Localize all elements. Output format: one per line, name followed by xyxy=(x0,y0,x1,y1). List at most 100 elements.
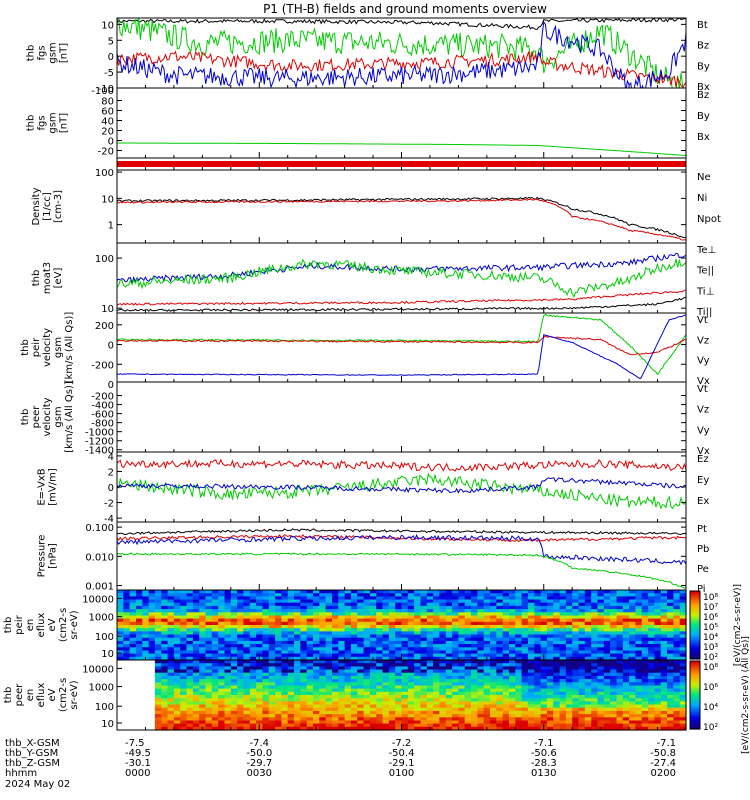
heatmap-cell xyxy=(173,653,181,658)
colorbar-cell xyxy=(690,623,700,626)
heatmap-cell xyxy=(515,637,523,642)
heatmap-cell xyxy=(199,612,207,617)
heatmap-cell xyxy=(243,637,251,642)
heatmap-cell xyxy=(673,653,681,658)
y-axis-label-line: [cm-3] xyxy=(53,190,64,223)
heatmap-cell xyxy=(388,631,396,636)
heatmap-cell xyxy=(306,621,314,626)
heatmap-cell xyxy=(363,688,371,693)
heatmap-cell xyxy=(559,637,567,642)
heatmap-cell xyxy=(496,605,504,610)
heatmap-cell xyxy=(426,660,434,664)
heatmap-cell xyxy=(281,625,289,629)
heatmap-cell xyxy=(306,701,314,706)
heatmap-cell xyxy=(173,650,181,655)
heatmap-cell xyxy=(654,666,662,671)
heatmap-cell xyxy=(350,726,358,731)
heatmap-cell xyxy=(445,612,453,617)
heatmap-cell xyxy=(648,723,655,728)
heatmap-cell xyxy=(357,672,365,677)
heatmap-cell xyxy=(186,618,194,623)
heatmap-cell xyxy=(180,640,188,645)
heatmap-cell xyxy=(294,653,301,658)
heatmap-cell xyxy=(565,599,573,604)
heatmap-cell xyxy=(148,653,156,658)
heatmap-cell xyxy=(521,698,529,702)
heatmap-cell xyxy=(281,666,289,671)
heatmap-cell xyxy=(161,650,169,655)
heatmap-cell xyxy=(199,672,207,677)
heatmap-cell xyxy=(648,650,655,655)
heatmap-cell xyxy=(313,679,320,683)
heatmap-cell xyxy=(281,612,289,617)
heatmap-cell xyxy=(521,663,529,667)
heatmap-cell xyxy=(224,704,232,709)
heatmap-cell xyxy=(376,666,384,671)
heatmap-cell xyxy=(565,656,573,661)
heatmap-cell xyxy=(319,685,327,690)
heatmap-cell xyxy=(249,669,257,674)
heatmap-cell xyxy=(363,653,371,658)
heatmap-cell xyxy=(148,647,156,652)
heatmap-cell xyxy=(509,726,516,731)
heatmap-cell xyxy=(142,650,150,655)
heatmap-cell xyxy=(521,714,529,718)
heatmap-cell xyxy=(629,596,636,601)
heatmap-cell xyxy=(363,618,371,623)
heatmap-cell xyxy=(249,593,257,597)
heatmap-cell xyxy=(256,691,263,696)
heatmap-cell xyxy=(388,698,396,702)
heatmap-cell xyxy=(243,710,251,715)
heatmap-cell xyxy=(515,596,523,601)
heatmap-cell xyxy=(230,656,238,661)
heatmap-cell xyxy=(313,714,320,718)
heatmap-cell xyxy=(350,609,358,613)
heatmap-cell xyxy=(154,634,162,639)
heatmap-cell xyxy=(268,660,276,664)
heatmap-cell xyxy=(199,618,207,623)
heatmap-cell xyxy=(445,666,453,671)
heatmap-cell xyxy=(136,618,143,623)
heatmap-cell xyxy=(553,714,561,718)
heatmap-cell xyxy=(350,704,358,709)
heatmap-cell xyxy=(173,615,181,620)
heatmap-cell xyxy=(407,675,415,680)
heatmap-cell xyxy=(256,612,263,617)
heatmap-cell xyxy=(426,717,434,722)
heatmap-cell xyxy=(534,605,542,610)
heatmap-cell xyxy=(173,691,181,696)
heatmap-cell xyxy=(180,698,188,702)
heatmap-cell xyxy=(464,710,472,715)
heatmap-cell xyxy=(420,672,428,677)
time-axis-value: -50.4 xyxy=(389,748,415,759)
heatmap-cell xyxy=(262,637,270,642)
heatmap-cell xyxy=(679,714,687,718)
heatmap-cell xyxy=(395,653,403,658)
heatmap-cell xyxy=(161,631,169,636)
heatmap-cell xyxy=(521,618,529,623)
heatmap-cell xyxy=(186,609,194,613)
heatmap-cell xyxy=(452,710,459,715)
heatmap-cell xyxy=(445,691,453,696)
heatmap-cell xyxy=(154,660,162,664)
heatmap-cell xyxy=(230,685,238,690)
heatmap-cell xyxy=(243,660,251,664)
heatmap-cell xyxy=(313,602,320,607)
heatmap-cell xyxy=(388,625,396,629)
heatmap-cell xyxy=(648,647,655,652)
heatmap-cell xyxy=(395,679,403,683)
heatmap-cell xyxy=(445,625,453,629)
heatmap-cell xyxy=(161,669,169,674)
heatmap-cell xyxy=(154,672,162,677)
heatmap-cell xyxy=(610,666,617,671)
heatmap-cell xyxy=(433,717,440,722)
heatmap-cell xyxy=(471,688,478,693)
heatmap-cell xyxy=(565,691,573,696)
heatmap-cell xyxy=(287,609,295,613)
heatmap-cell xyxy=(464,618,472,623)
heatmap-cell xyxy=(281,679,289,683)
heatmap-cell xyxy=(458,717,466,722)
heatmap-cell xyxy=(192,666,200,671)
heatmap-cell xyxy=(129,647,137,652)
heatmap-cell xyxy=(313,723,320,728)
